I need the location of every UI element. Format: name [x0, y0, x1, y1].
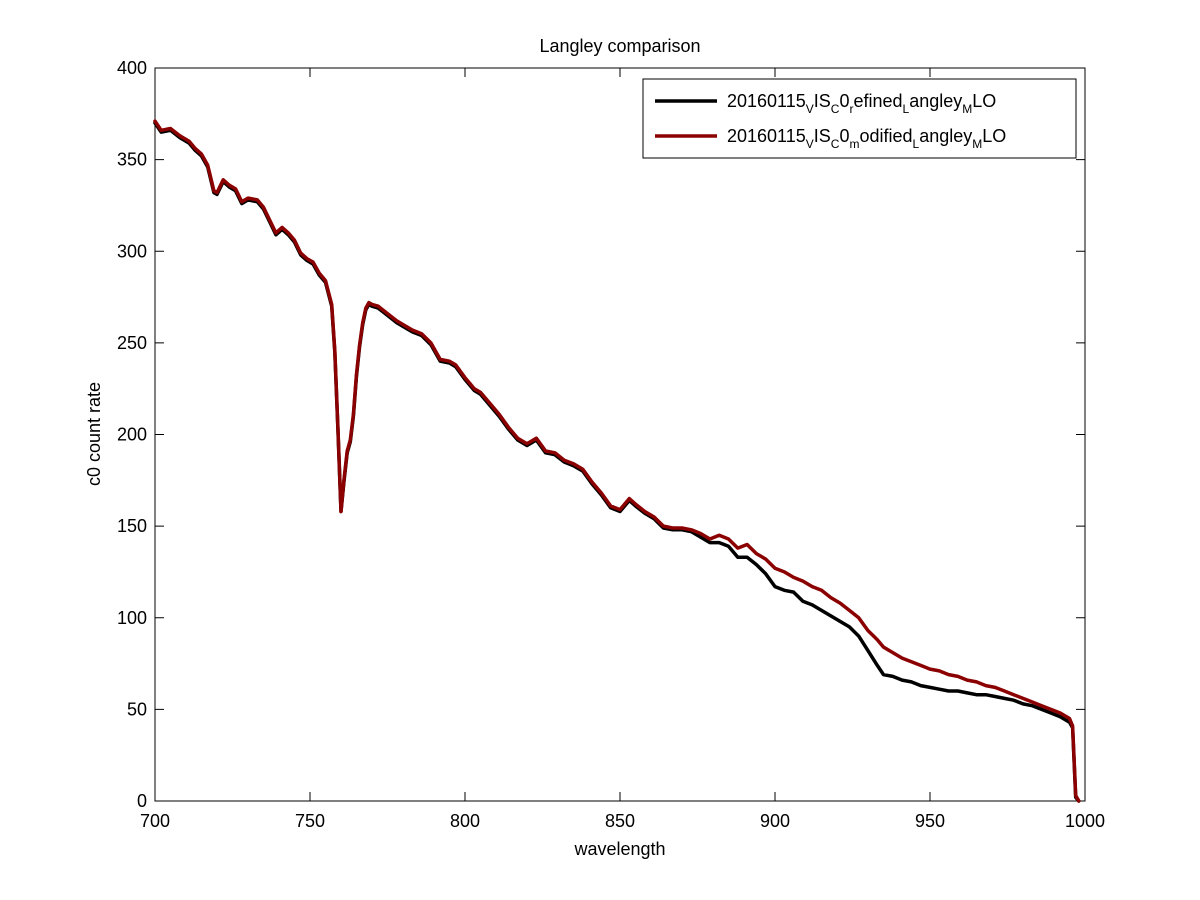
y-tick-label: 100 [117, 608, 147, 628]
y-tick-label: 0 [137, 791, 147, 811]
x-tick-label: 850 [605, 811, 635, 831]
legend: 20160115VISC0refinedLangleyMLO 20160115VI… [642, 78, 1077, 159]
y-tick-label: 150 [117, 516, 147, 536]
y-tick-label: 200 [117, 425, 147, 445]
x-tick-label: 1000 [1065, 811, 1105, 831]
y-tick-label: 400 [117, 58, 147, 78]
x-axis-label: wavelength [573, 839, 665, 859]
legend-label-1: 20160115VISC0refinedLangleyMLO [727, 91, 996, 116]
y-axis-label: c0 count rate [84, 382, 104, 486]
x-tick-label: 900 [760, 811, 790, 831]
legend-label-2: 20160115VISC0modifiedLangleyMLO [727, 126, 1006, 151]
y-tick-label: 50 [127, 699, 147, 719]
legend-box [642, 78, 1077, 159]
x-tick-label: 950 [915, 811, 945, 831]
plot-area [154, 67, 1086, 802]
series-line-2 [153, 119, 1081, 803]
y-tick-label: 300 [117, 241, 147, 261]
chart-title: Langley comparison [539, 36, 700, 56]
x-tick-label: 750 [295, 811, 325, 831]
series-layer [153, 119, 1081, 803]
y-tick-label: 350 [117, 150, 147, 170]
y-tick-label: 250 [117, 333, 147, 353]
x-tick-label: 800 [450, 811, 480, 831]
x-tick-label: 700 [140, 811, 170, 831]
axis-ticks: 700 750 800 850 900 950 1000 0 50 100 150 200 250 300… [117, 58, 1105, 831]
